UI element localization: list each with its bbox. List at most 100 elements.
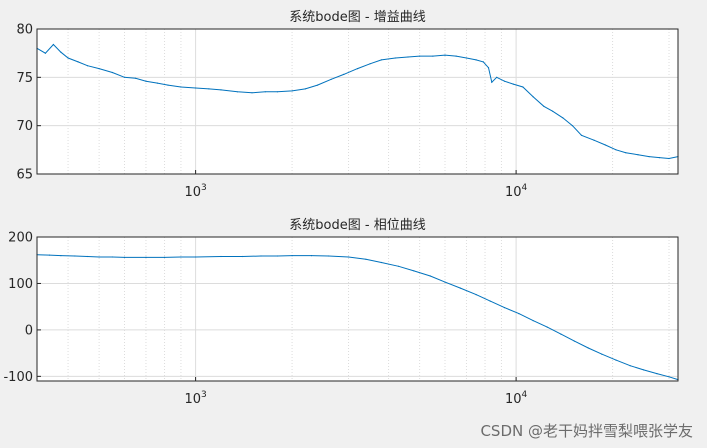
data-point xyxy=(455,55,457,57)
data-point xyxy=(135,77,137,79)
data-series-line xyxy=(36,43,679,160)
data-point xyxy=(475,59,477,61)
data-point xyxy=(546,326,548,328)
data-point xyxy=(251,92,253,94)
data-point xyxy=(330,78,332,80)
data-point xyxy=(482,61,484,63)
data-point xyxy=(60,255,62,257)
data-point xyxy=(260,255,262,257)
y-tick-label: 80 xyxy=(16,23,33,38)
chart-title: 系统bode图 - 增益曲线 xyxy=(289,10,425,25)
data-point xyxy=(475,294,477,296)
chart-title: 系统bode图 - 相位曲线 xyxy=(289,218,425,233)
x-tick-label: 103 xyxy=(184,183,206,200)
data-point xyxy=(86,255,89,258)
data-point xyxy=(304,88,306,90)
data-point xyxy=(398,265,400,267)
data-point xyxy=(668,376,670,378)
data-point xyxy=(487,67,490,69)
axes-box xyxy=(36,236,679,382)
data-point xyxy=(429,275,431,277)
data-point xyxy=(74,255,76,257)
x-tick-label: 103 xyxy=(184,390,206,407)
data-point xyxy=(291,255,293,257)
data-point xyxy=(347,256,350,258)
data-point xyxy=(560,333,562,335)
data-point xyxy=(615,149,617,151)
data-point xyxy=(601,353,603,355)
data-point xyxy=(562,117,564,119)
data-point xyxy=(532,96,534,98)
data-point xyxy=(491,81,493,83)
watermark-text: CSDN @老干妈拌雪梨喂张学友 xyxy=(480,422,693,440)
data-point xyxy=(276,255,278,257)
data-point xyxy=(643,369,645,371)
data-point xyxy=(587,347,589,349)
data-point xyxy=(180,86,182,88)
data-point xyxy=(343,73,345,75)
data-point xyxy=(668,157,670,160)
data-point xyxy=(195,87,197,89)
data-point xyxy=(67,57,69,59)
y-tick-label: 75 xyxy=(16,71,33,86)
data-point xyxy=(413,270,415,272)
data-point xyxy=(656,373,658,375)
data-point xyxy=(180,256,182,258)
data-point xyxy=(503,307,506,309)
data-point xyxy=(111,71,113,74)
data-point xyxy=(444,54,446,56)
data-point xyxy=(625,152,627,154)
data-point xyxy=(220,255,222,258)
y-tick-label: 0 xyxy=(25,323,33,338)
minor-grid xyxy=(67,237,670,381)
y-tick-label: 100 xyxy=(8,277,33,292)
y-tick-label: -100 xyxy=(3,370,33,385)
data-point xyxy=(543,105,545,107)
data-point xyxy=(145,80,147,82)
data-point xyxy=(111,256,113,258)
data-point xyxy=(316,84,319,86)
data-point xyxy=(236,91,238,93)
data-point xyxy=(48,254,51,256)
data-point xyxy=(163,256,166,258)
data-point xyxy=(276,91,278,93)
data-point xyxy=(593,139,595,141)
data-point xyxy=(658,157,661,159)
y-tick-label: 200 xyxy=(8,231,33,246)
data-point xyxy=(637,154,639,156)
data-point xyxy=(518,313,520,315)
data-point xyxy=(328,255,330,257)
data-point xyxy=(156,82,158,84)
data-point xyxy=(44,52,47,54)
data-point xyxy=(123,256,126,258)
data-point xyxy=(419,55,421,57)
chart-panel-2: -100 0 100 200 103 104 系统bode图 - 相位曲线 xyxy=(3,218,679,407)
data-point xyxy=(503,80,506,82)
data-point xyxy=(532,320,534,322)
data-point xyxy=(394,57,396,59)
data-point xyxy=(208,88,210,90)
data-point xyxy=(580,134,583,136)
data-point xyxy=(571,125,574,127)
data-point xyxy=(552,110,554,112)
data-point xyxy=(310,255,313,257)
data-point xyxy=(264,91,266,93)
minor-grid xyxy=(67,29,670,174)
data-point xyxy=(459,287,461,289)
data-point xyxy=(86,65,89,67)
data-point xyxy=(615,359,617,361)
data-point xyxy=(648,156,650,158)
data-point xyxy=(629,365,631,367)
x-tick-label: 104 xyxy=(505,390,528,407)
data-point xyxy=(496,76,498,78)
data-point xyxy=(604,144,607,146)
data-point xyxy=(465,57,468,59)
data-point xyxy=(407,56,409,58)
data-point xyxy=(145,256,147,258)
data-point xyxy=(380,261,382,264)
data-point xyxy=(52,43,55,46)
axes-box xyxy=(36,28,679,175)
data-point xyxy=(291,90,293,92)
